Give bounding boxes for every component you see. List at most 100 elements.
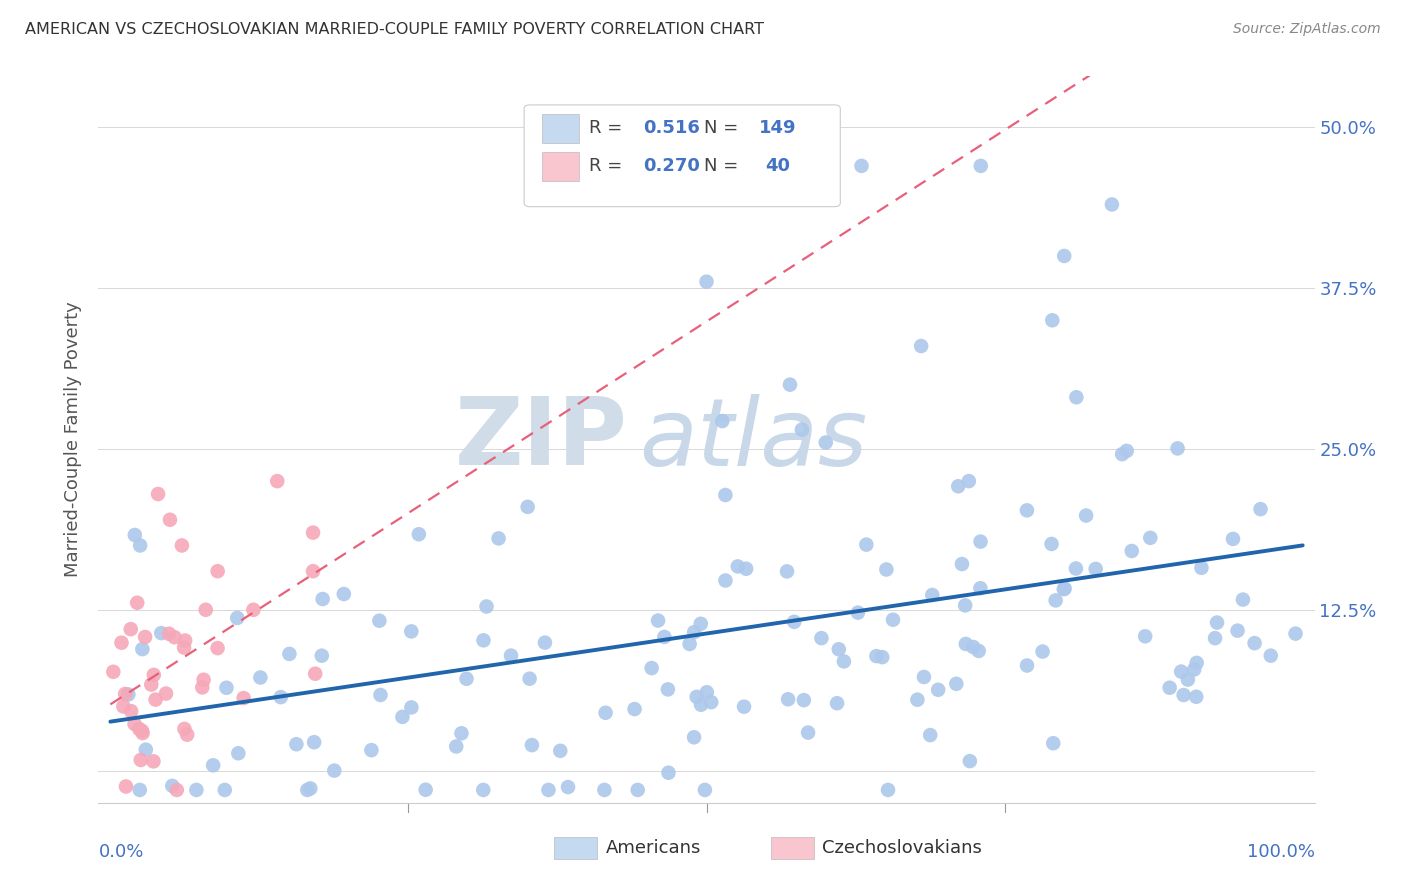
Text: 0.270: 0.270 (644, 157, 700, 175)
Point (793, 693, 815, 707)
Point (302, 525, 325, 540)
Point (207, 564, 229, 578)
Point (323, 764, 346, 778)
Point (714, 574, 737, 588)
Point (686, 690, 709, 704)
Point (1101, 197, 1123, 211)
Point (370, 688, 392, 702)
Point (1182, 663, 1205, 677)
Point (810, 631, 832, 645)
Point (776, 565, 799, 579)
Point (360, 743, 382, 757)
Point (1173, 688, 1195, 702)
Text: R =: R = (589, 120, 627, 137)
Point (962, 640, 984, 654)
Point (683, 625, 706, 640)
Point (174, 633, 197, 648)
Point (623, 702, 645, 716)
Point (678, 637, 700, 651)
Point (145, 692, 167, 706)
Text: 100.0%: 100.0% (1247, 843, 1315, 861)
Point (683, 731, 706, 745)
Point (825, 696, 848, 710)
Point (959, 754, 981, 768)
Point (1159, 681, 1181, 695)
Point (1064, 561, 1087, 575)
Point (114, 687, 136, 701)
Point (103, 665, 125, 679)
FancyBboxPatch shape (543, 153, 579, 181)
Point (882, 613, 904, 627)
Point (162, 779, 184, 793)
Point (1040, 537, 1063, 551)
Point (270, 690, 292, 705)
Point (627, 783, 650, 797)
Point (299, 781, 322, 796)
Point (120, 704, 142, 718)
Text: R =: R = (589, 157, 627, 175)
FancyBboxPatch shape (543, 114, 579, 144)
Point (124, 717, 146, 731)
Point (640, 661, 662, 675)
Point (278, 647, 301, 661)
Point (186, 783, 208, 797)
Point (1115, 443, 1137, 458)
Point (657, 765, 679, 780)
Point (548, 744, 571, 758)
Point (969, 534, 991, 549)
Point (150, 626, 173, 640)
Point (955, 637, 977, 651)
Point (696, 275, 718, 289)
Point (778, 692, 800, 706)
Point (1139, 531, 1161, 545)
Point (415, 782, 437, 797)
Point (1284, 626, 1306, 640)
Point (131, 642, 153, 657)
Point (249, 671, 271, 685)
Point (970, 159, 993, 173)
Point (912, 670, 935, 684)
Point (297, 783, 319, 797)
Point (1185, 656, 1208, 670)
Point (696, 685, 718, 699)
Point (401, 624, 423, 639)
Point (226, 746, 249, 760)
Text: Americans: Americans (606, 838, 702, 857)
Point (1015, 503, 1038, 517)
Point (846, 606, 869, 620)
Text: N =: N = (704, 120, 744, 137)
Point (797, 725, 820, 739)
Point (1053, 582, 1076, 596)
Point (689, 616, 711, 631)
Point (537, 783, 560, 797)
Point (134, 630, 156, 644)
Point (472, 783, 495, 797)
Point (266, 474, 288, 488)
Point (790, 423, 813, 437)
Point (1040, 313, 1063, 327)
Point (851, 159, 873, 173)
Point (557, 780, 579, 794)
Point (128, 783, 150, 797)
Point (957, 474, 980, 488)
Point (832, 654, 855, 668)
Point (333, 587, 356, 601)
Point (714, 488, 737, 502)
Y-axis label: Married-Couple Family Poverty: Married-Couple Family Poverty (63, 301, 82, 577)
Point (1232, 592, 1254, 607)
Point (905, 692, 928, 706)
Point (1111, 447, 1133, 461)
Point (131, 726, 153, 740)
Point (1045, 593, 1067, 607)
Point (945, 677, 967, 691)
Point (828, 642, 851, 657)
FancyBboxPatch shape (524, 105, 841, 207)
Point (657, 682, 679, 697)
Point (215, 681, 238, 695)
Text: 40: 40 (765, 157, 790, 175)
Point (159, 513, 181, 527)
Point (969, 581, 991, 595)
Point (920, 728, 942, 742)
Point (173, 640, 195, 655)
Point (727, 559, 749, 574)
